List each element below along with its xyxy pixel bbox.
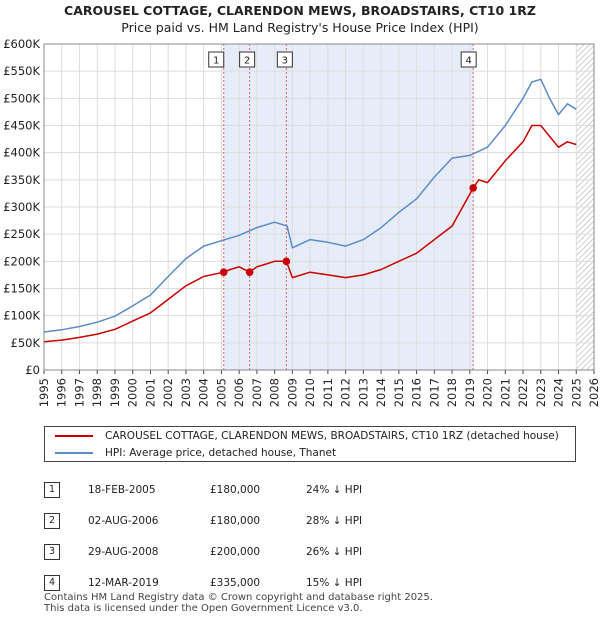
transaction-number: 1	[44, 481, 60, 498]
y-tick-label: £250K	[3, 227, 40, 241]
x-tick-label: 2016	[410, 378, 424, 407]
transactions-table: 1 18-FEB-2005 £180,000 24% ↓ HPI 2 02-AU…	[44, 474, 362, 598]
y-tick-label: £350K	[3, 173, 40, 187]
x-tick-label: 2012	[339, 378, 353, 407]
x-tick-label: 2003	[179, 378, 193, 407]
x-tick-label: 2005	[214, 378, 228, 407]
y-tick-label: £400K	[3, 146, 40, 160]
y-tick-label: £0	[25, 363, 40, 377]
transaction-date: 29-AUG-2008	[88, 545, 159, 558]
x-tick-label: 2004	[197, 378, 211, 407]
transaction-date: 02-AUG-2006	[88, 514, 159, 527]
table-row: 1 18-FEB-2005 £180,000 24% ↓ HPI	[44, 474, 362, 505]
sale-dot	[469, 184, 477, 192]
x-tick-label: 2013	[356, 378, 370, 407]
transaction-date: 18-FEB-2005	[88, 483, 156, 496]
x-tick-label: 1997	[72, 378, 86, 407]
x-tick-label: 2020	[481, 378, 495, 407]
transaction-price: £180,000	[210, 514, 261, 527]
x-tick-label: 2026	[587, 378, 600, 407]
y-tick-label: £50K	[11, 336, 41, 350]
x-tick-label: 1996	[55, 378, 69, 407]
y-tick-label: £600K	[3, 37, 40, 51]
x-tick-label: 2006	[232, 378, 246, 407]
y-tick-label: £500K	[3, 91, 40, 105]
transaction-hpi-diff: 28% ↓ HPI	[306, 514, 363, 527]
sale-number-label: 3	[282, 56, 288, 67]
plot-frame	[43, 43, 595, 371]
x-tick-label: 2008	[268, 378, 282, 407]
transaction-price: £180,000	[210, 483, 261, 496]
footer-attribution: Contains HM Land Registry data © Crown c…	[44, 592, 433, 614]
chart-title: CAROUSEL COTTAGE, CLARENDON MEWS, BROADS…	[0, 2, 600, 36]
table-row: 2 02-AUG-2006 £180,000 28% ↓ HPI	[44, 505, 362, 536]
x-tick-label: 2019	[463, 378, 477, 407]
x-tick-label: 2018	[445, 378, 459, 407]
x-tick-label: 2014	[374, 378, 388, 407]
legend-label-hpi: HPI: Average price, detached house, Than…	[105, 447, 337, 459]
sale-dot	[219, 268, 228, 277]
y-tick-label: £100K	[3, 309, 40, 323]
x-tick-label: 2010	[303, 378, 317, 407]
x-tick-label: 1999	[108, 378, 122, 407]
x-tick-label: 2024	[552, 378, 566, 407]
y-tick-label: £150K	[3, 282, 40, 296]
x-tick-label: 2000	[126, 378, 140, 407]
x-tick-label: 2021	[498, 378, 512, 407]
x-tick-label: 1998	[90, 378, 104, 407]
legend-item-hpi: HPI: Average price, detached house, Than…	[55, 445, 336, 461]
transaction-price: £335,000	[210, 576, 261, 589]
legend-item-property: CAROUSEL COTTAGE, CLARENDON MEWS, BROADS…	[55, 428, 559, 444]
legend-label-property: CAROUSEL COTTAGE, CLARENDON MEWS, BROADS…	[105, 430, 559, 442]
footer-line-1: Contains HM Land Registry data © Crown c…	[44, 592, 433, 603]
x-tick-label: 2017	[427, 378, 441, 407]
sale-number-box	[239, 51, 256, 68]
x-tick-label: 2015	[392, 378, 406, 407]
x-tick-label: 2025	[569, 378, 583, 407]
sale-dot	[245, 268, 254, 277]
transaction-number: 2	[44, 512, 60, 529]
x-tick-label: 1995	[37, 378, 51, 407]
table-row: 3 29-AUG-2008 £200,000 26% ↓ HPI	[44, 536, 362, 567]
x-tick-label: 2023	[534, 378, 548, 407]
price-chart: £0 £50K £100K £150K £200K £250K £300K £350K £400…	[3, 37, 600, 407]
sale-number-label: 1	[213, 56, 219, 67]
legend-swatch-blue	[55, 452, 93, 454]
transaction-price: £200,000	[210, 545, 261, 558]
y-tick-label: £200K	[3, 254, 40, 268]
footer-line-2: This data is licensed under the Open Gov…	[44, 603, 363, 614]
sale-number-label: 2	[244, 56, 250, 67]
x-tick-label: 2007	[250, 378, 264, 407]
table-row: 4 12-MAR-2019 £335,000 15% ↓ HPI	[44, 567, 362, 598]
x-tick-label: 2009	[285, 378, 299, 407]
transaction-hpi-diff: 24% ↓ HPI	[306, 483, 363, 496]
sale-number-box	[460, 51, 477, 68]
sale-dot	[282, 257, 291, 266]
y-tick-label: £550K	[3, 64, 40, 78]
transaction-hpi-diff: 26% ↓ HPI	[306, 545, 363, 558]
sale-number-box	[208, 51, 225, 68]
transaction-hpi-diff: 15% ↓ HPI	[306, 576, 363, 589]
x-tick-label: 2002	[161, 378, 175, 407]
transaction-number: 4	[44, 574, 60, 591]
transaction-date: 12-MAR-2019	[88, 576, 159, 589]
x-tick-label: 2011	[321, 378, 335, 407]
transaction-number: 3	[44, 543, 60, 560]
chart-legend: CAROUSEL COTTAGE, CLARENDON MEWS, BROADS…	[44, 426, 576, 462]
title-line-2: Price paid vs. HM Land Registry's House …	[121, 20, 479, 35]
x-tick-label: 2001	[143, 378, 157, 407]
legend-swatch-red	[55, 435, 93, 437]
sale-number-label: 4	[465, 56, 471, 67]
x-tick-label: 2022	[516, 378, 530, 407]
title-line-1: CAROUSEL COTTAGE, CLARENDON MEWS, BROADS…	[64, 3, 536, 18]
sale-number-box	[276, 51, 293, 68]
y-tick-label: £300K	[3, 200, 40, 214]
y-tick-label: £450K	[3, 119, 40, 133]
